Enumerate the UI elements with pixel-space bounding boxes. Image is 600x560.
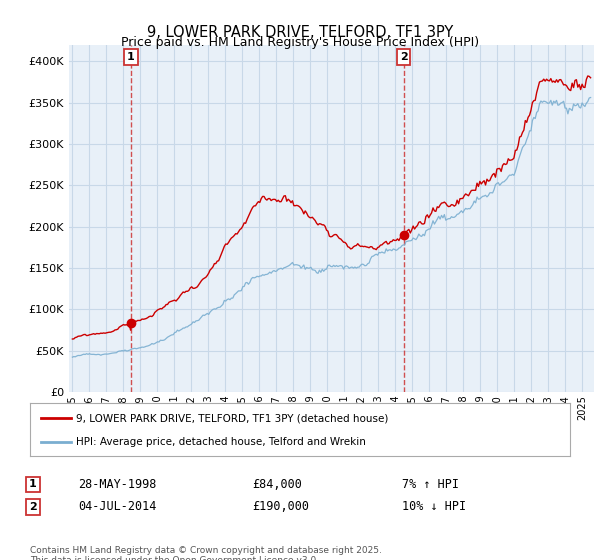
Text: Price paid vs. HM Land Registry's House Price Index (HPI): Price paid vs. HM Land Registry's House … (121, 36, 479, 49)
Text: 9, LOWER PARK DRIVE, TELFORD, TF1 3PY: 9, LOWER PARK DRIVE, TELFORD, TF1 3PY (147, 25, 453, 40)
Text: 04-JUL-2014: 04-JUL-2014 (78, 500, 157, 514)
Text: HPI: Average price, detached house, Telford and Wrekin: HPI: Average price, detached house, Telf… (76, 436, 366, 446)
Text: 1: 1 (29, 479, 37, 489)
Text: £190,000: £190,000 (252, 500, 309, 514)
Text: 28-MAY-1998: 28-MAY-1998 (78, 478, 157, 491)
Text: 7% ↑ HPI: 7% ↑ HPI (402, 478, 459, 491)
Text: 10% ↓ HPI: 10% ↓ HPI (402, 500, 466, 514)
Text: 1: 1 (127, 52, 135, 62)
Text: 2: 2 (29, 502, 37, 512)
Text: Contains HM Land Registry data © Crown copyright and database right 2025.
This d: Contains HM Land Registry data © Crown c… (30, 546, 382, 560)
Text: 2: 2 (400, 52, 407, 62)
Text: 9, LOWER PARK DRIVE, TELFORD, TF1 3PY (detached house): 9, LOWER PARK DRIVE, TELFORD, TF1 3PY (d… (76, 413, 388, 423)
Text: £84,000: £84,000 (252, 478, 302, 491)
